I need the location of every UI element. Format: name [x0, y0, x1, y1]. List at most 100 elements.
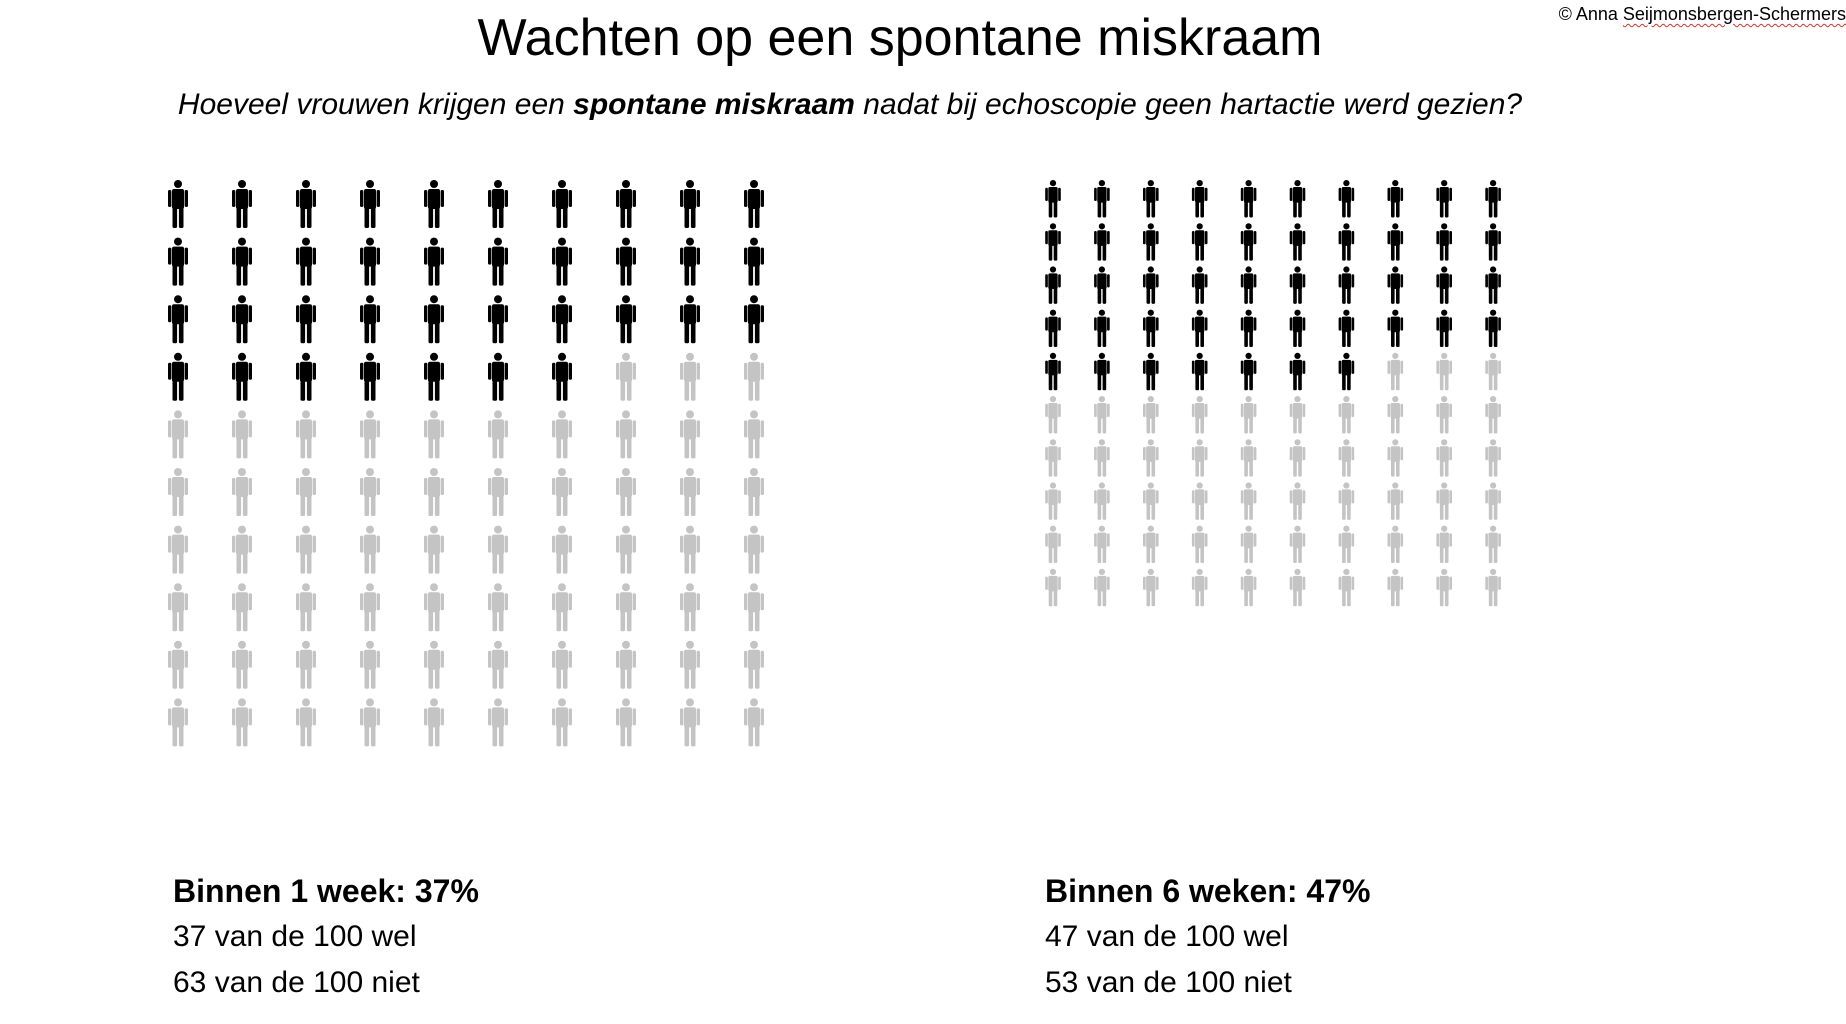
person-icon [744, 525, 764, 574]
person-icon [1338, 396, 1355, 434]
person-icon [1094, 482, 1110, 520]
stats-yes-line: 37 van de 100 wel [173, 920, 417, 953]
person-icon [1191, 396, 1208, 434]
person-icon [296, 583, 316, 632]
person-icon [1240, 396, 1257, 434]
person-icon [1094, 568, 1110, 607]
person-icon [1289, 439, 1306, 477]
person-icon [1191, 525, 1208, 564]
person-icon [1387, 482, 1404, 520]
person-icon [1289, 309, 1306, 348]
person-icon [1387, 396, 1404, 434]
person-icon [1094, 266, 1110, 304]
person-icon [360, 352, 380, 401]
person-icon [1338, 266, 1355, 304]
person-icon [424, 525, 444, 574]
person-icon [552, 525, 572, 574]
person-icon [1436, 223, 1452, 261]
person-icon [1240, 223, 1257, 261]
person-icon [1094, 396, 1110, 434]
person-icon [1143, 266, 1159, 304]
person-icon [232, 295, 252, 344]
person-icon [1387, 180, 1404, 218]
person-icon [1485, 568, 1501, 607]
person-icon [552, 237, 572, 286]
person-icon [1338, 439, 1355, 477]
person-icon [232, 698, 252, 747]
person-icon [1240, 439, 1257, 477]
person-icon [680, 468, 700, 516]
person-icon [1094, 525, 1110, 564]
person-icon [488, 468, 508, 516]
person-icon [424, 640, 444, 689]
person-icon [744, 352, 764, 401]
person-icon [1094, 180, 1110, 218]
person-icon [1045, 180, 1061, 218]
person-icon [168, 410, 188, 459]
person-icon [616, 640, 636, 689]
person-icon [1191, 568, 1208, 607]
person-icon [1338, 352, 1355, 391]
stats-6-weeks: Binnen 6 weken: 47% 47 van de 100 wel 53… [1045, 868, 1370, 1006]
person-icon [1485, 525, 1501, 564]
person-icon [296, 468, 316, 516]
person-icon [232, 237, 252, 286]
person-icon [1240, 525, 1257, 564]
person-icon [1240, 352, 1257, 391]
person-icon [296, 640, 316, 689]
person-icon [1485, 223, 1501, 261]
person-icon [296, 237, 316, 286]
person-icon [232, 352, 252, 401]
person-icon [1387, 266, 1404, 304]
person-icon [1338, 482, 1355, 520]
person-icon [360, 698, 380, 747]
person-icon [1387, 525, 1404, 564]
page-subtitle: Hoeveel vrouwen krijgen een spontane mis… [0, 88, 1700, 122]
person-icon [680, 180, 700, 228]
stats-1-week: Binnen 1 week: 37% 37 van de 100 wel 63 … [173, 868, 479, 1006]
person-icon [1387, 309, 1404, 348]
person-icon [1338, 525, 1355, 564]
person-icon [744, 180, 764, 228]
person-icon [1338, 180, 1355, 218]
person-icon [1436, 352, 1452, 391]
person-icon [744, 583, 764, 632]
person-icon [552, 698, 572, 747]
person-icon [744, 410, 764, 459]
person-icon [424, 180, 444, 228]
person-icon [488, 180, 508, 228]
stats-no-line: 53 van de 100 niet [1045, 966, 1292, 999]
person-icon [360, 468, 380, 516]
person-icon [1143, 525, 1159, 564]
person-icon [1485, 309, 1501, 348]
person-icon [1338, 309, 1355, 348]
person-icon [680, 698, 700, 747]
person-icon [168, 468, 188, 516]
person-icon [360, 640, 380, 689]
person-icon [1191, 439, 1208, 477]
person-icon [424, 410, 444, 459]
subtitle-end: nadat bij echoscopie geen hartactie werd… [854, 88, 1523, 121]
person-icon [488, 352, 508, 401]
person-icon [296, 525, 316, 574]
person-icon [1289, 352, 1306, 391]
person-icon [1191, 352, 1208, 391]
person-icon [744, 640, 764, 689]
person-icon [1045, 223, 1061, 261]
person-icon [552, 640, 572, 689]
person-icon [232, 583, 252, 632]
person-icon [360, 180, 380, 228]
subtitle-start: Hoeveel vrouwen krijgen een [177, 88, 574, 121]
person-icon [1387, 439, 1404, 477]
person-icon [1485, 439, 1501, 477]
person-icon [488, 640, 508, 689]
person-icon [1191, 266, 1208, 304]
person-icon [296, 180, 316, 228]
person-icon [1436, 266, 1452, 304]
person-icon [168, 180, 188, 228]
person-icon [680, 640, 700, 689]
person-icon [1045, 396, 1061, 434]
person-icon [1143, 309, 1159, 348]
person-icon [616, 698, 636, 747]
person-icon [168, 583, 188, 632]
